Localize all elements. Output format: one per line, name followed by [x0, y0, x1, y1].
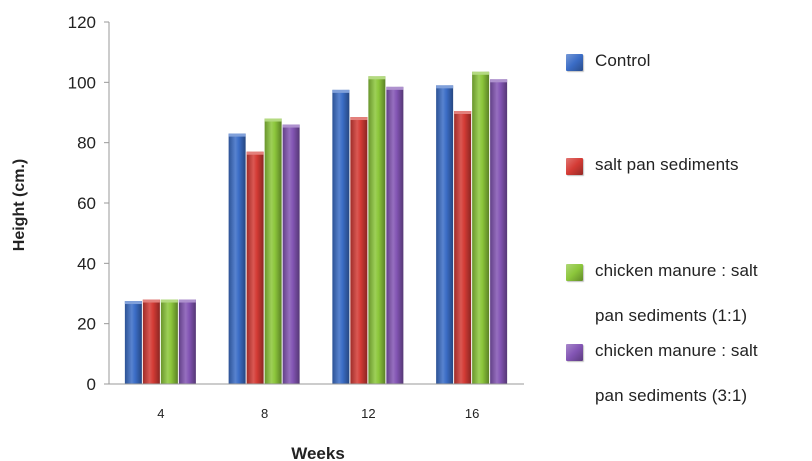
legend-swatch — [566, 158, 583, 175]
legend-swatch — [566, 264, 583, 281]
bar-cap — [142, 299, 160, 303]
legend-swatch — [566, 344, 583, 361]
y-tick-label: 100 — [68, 73, 96, 92]
bar-cap — [178, 299, 196, 303]
legend-item: chicken manure : salt pan sediments (3:1) — [566, 340, 758, 412]
y-axis-label: Height (cm.) — [11, 159, 28, 251]
bar-cap — [386, 86, 404, 90]
bar-cap — [160, 299, 178, 303]
bar-1-week-8 — [228, 133, 246, 384]
bar-4-week-16 — [490, 79, 508, 385]
bar-3-week-8 — [264, 118, 282, 385]
x-tick-label: 16 — [465, 406, 479, 421]
bar-cap — [472, 71, 490, 75]
y-tick-label: 0 — [87, 375, 96, 394]
bar-cap — [368, 76, 386, 80]
legend-label: Control — [595, 44, 651, 77]
legend-label-line: salt pan sediments — [595, 155, 739, 174]
bar-2-week-16 — [454, 110, 472, 384]
bar-4-week-12 — [386, 86, 404, 384]
bar-3-week-16 — [472, 71, 490, 385]
bar-1-week-4 — [124, 301, 142, 384]
bar-3-week-12 — [368, 76, 386, 385]
bar-cap — [282, 124, 300, 128]
bar-cap — [264, 118, 282, 122]
y-tick-label: 40 — [77, 254, 96, 273]
y-axis-ticks: 0 20 40 60 80 100 120 — [68, 13, 109, 394]
legend-swatch — [566, 54, 583, 71]
legend-label-line: chicken manure : salt — [595, 341, 758, 360]
bar-cap — [454, 110, 472, 114]
bars — [124, 71, 508, 385]
x-tick-label: 12 — [361, 406, 375, 421]
y-tick-label: 20 — [77, 315, 96, 334]
legend-item: salt pan sediments — [566, 154, 739, 181]
legend-label: chicken manure : salt pan sediments (3:1) — [595, 334, 758, 412]
bar-cap — [490, 79, 508, 83]
bar-3-week-4 — [160, 299, 178, 384]
bar-2-week-8 — [246, 151, 264, 384]
bar-1-week-12 — [332, 89, 350, 384]
bar-cap — [436, 85, 454, 89]
legend-label-line: pan sediments (1:1) — [595, 306, 748, 325]
x-axis-ticks: 4 8 12 16 — [157, 406, 479, 421]
bar-cap — [332, 89, 350, 93]
bar-2-week-4 — [142, 299, 160, 384]
legend-label: salt pan sediments — [595, 148, 739, 181]
x-tick-label: 8 — [261, 406, 268, 421]
legend-item: Control — [566, 50, 651, 77]
bar-1-week-16 — [436, 85, 454, 384]
legend-item: chicken manure : salt pan sediments (1:1) — [566, 260, 758, 332]
legend-label: chicken manure : salt pan sediments (1:1) — [595, 254, 758, 332]
legend-label-line: chicken manure : salt — [595, 261, 758, 280]
y-tick-label: 80 — [77, 134, 96, 153]
bar-4-week-4 — [178, 299, 196, 384]
bar-2-week-12 — [350, 117, 368, 385]
bar-cap — [350, 117, 368, 121]
y-tick-label: 60 — [77, 194, 96, 213]
x-axis-label: Weeks — [291, 444, 345, 461]
bar-cap — [228, 133, 246, 137]
legend-label-line: pan sediments (3:1) — [595, 386, 748, 405]
bar-cap — [246, 151, 264, 155]
bar-cap — [124, 301, 142, 305]
y-tick-label: 120 — [68, 13, 96, 32]
legend-label-line: Control — [595, 51, 651, 70]
bar-4-week-8 — [282, 124, 300, 385]
x-tick-label: 4 — [157, 406, 164, 421]
